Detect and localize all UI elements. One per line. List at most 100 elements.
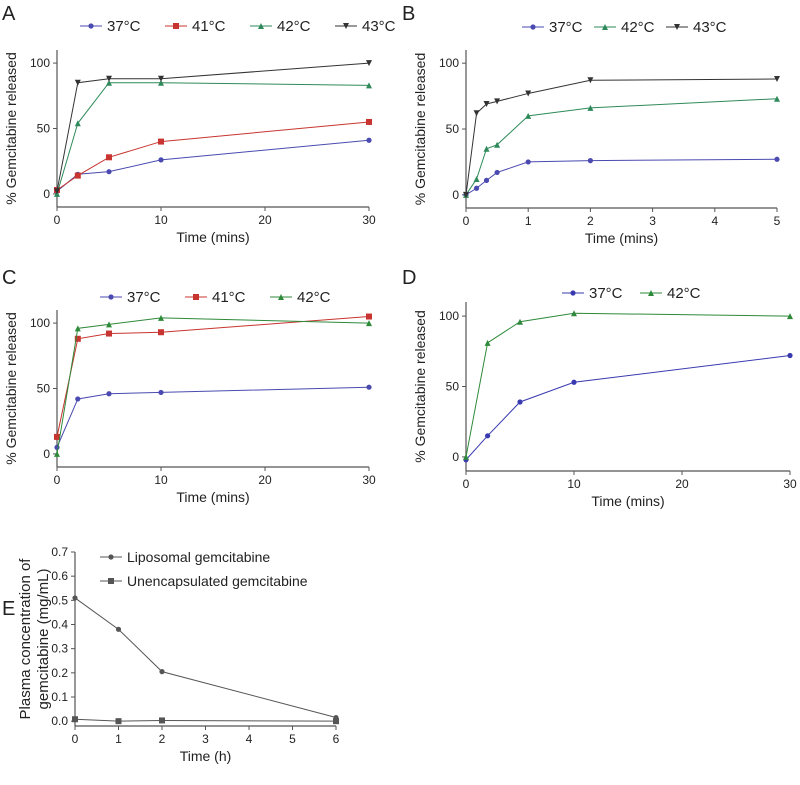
legend-marker xyxy=(674,24,680,30)
data-point xyxy=(483,177,490,183)
series-line xyxy=(465,355,791,461)
y-tick-label: 0.2 xyxy=(51,666,68,680)
x-tick-label: 4 xyxy=(711,214,718,228)
data-point xyxy=(106,321,112,328)
legend-marker xyxy=(278,294,284,300)
legend-label: 37°C xyxy=(127,289,161,306)
legend-item: Liposomal gemcitabine xyxy=(100,549,270,565)
data-point xyxy=(158,138,164,145)
y-tick-label: 50 xyxy=(446,122,460,136)
x-tick-label: 0 xyxy=(54,473,61,487)
y-tick-label: 50 xyxy=(37,382,51,396)
y-tick-label: 100 xyxy=(30,316,50,330)
x-tick-label: 0 xyxy=(72,732,79,746)
legend-label: Liposomal gemcitabine xyxy=(127,549,270,565)
series-3 xyxy=(54,60,372,195)
data-point xyxy=(525,112,532,119)
data-point xyxy=(366,60,372,67)
data-point xyxy=(158,75,164,82)
data-point xyxy=(485,433,491,439)
x-tick-label: 20 xyxy=(675,477,689,491)
data-point xyxy=(159,717,165,724)
panel-letter: A xyxy=(2,3,16,25)
series-1 xyxy=(54,313,372,440)
series-line xyxy=(56,139,370,192)
series-line xyxy=(465,78,778,195)
panel-letter: D xyxy=(402,267,416,289)
data-point xyxy=(72,595,78,601)
legend-marker xyxy=(193,294,199,300)
legend-marker xyxy=(343,23,349,29)
series-2 xyxy=(54,79,372,197)
x-axis-title: Time (mins) xyxy=(176,229,249,245)
data-point xyxy=(774,156,780,162)
y-tick-label: 0 xyxy=(452,450,459,464)
x-tick-label: 10 xyxy=(154,473,168,487)
x-tick-label: 0 xyxy=(463,477,470,491)
y-tick-label: 0.0 xyxy=(51,714,68,728)
series-2 xyxy=(463,75,780,198)
data-point xyxy=(525,90,532,97)
legend-marker xyxy=(530,24,536,30)
legend-marker xyxy=(108,294,114,300)
data-point xyxy=(366,384,372,390)
x-tick-label: 4 xyxy=(246,732,253,746)
data-point xyxy=(115,718,122,725)
y-tick-label: 100 xyxy=(30,56,50,70)
y-tick-label: 0 xyxy=(43,447,50,461)
data-point xyxy=(54,450,60,457)
data-point xyxy=(571,379,577,385)
y-axis-title: % Gemcitabine released xyxy=(412,53,428,206)
series-line xyxy=(465,98,778,196)
x-tick-label: 30 xyxy=(362,473,376,487)
data-point xyxy=(483,100,490,107)
series-1 xyxy=(54,118,372,193)
y-tick-label: 0.6 xyxy=(51,569,68,583)
series-line xyxy=(56,317,370,454)
data-point xyxy=(366,82,372,89)
data-point xyxy=(72,716,78,723)
series-line xyxy=(56,82,370,195)
legend-item: 42°C xyxy=(640,285,701,302)
data-point xyxy=(106,391,112,397)
legend-label: 43°C xyxy=(362,18,396,35)
data-point xyxy=(366,137,372,143)
data-point xyxy=(74,172,81,179)
series-line xyxy=(56,316,370,438)
data-point xyxy=(54,433,60,440)
data-point xyxy=(366,118,372,125)
series-2 xyxy=(54,314,372,457)
panel-e: E 0 1 2 3 4 5 6 0.0 0.1 0.2 0.3 0.4 0.5 0.6 0.7 Time (h)… xyxy=(2,545,340,764)
data-point xyxy=(494,98,501,105)
series-line xyxy=(56,121,370,191)
data-point xyxy=(159,669,165,675)
series-0 xyxy=(54,137,372,194)
legend-item: 37°C xyxy=(80,18,141,35)
legend-marker xyxy=(88,23,94,29)
data-point xyxy=(54,188,60,195)
y-axis-title: % Gemcitabine released xyxy=(3,52,19,205)
legend-item: 41°C xyxy=(185,289,246,306)
x-tick-label: 2 xyxy=(587,214,594,228)
data-point xyxy=(473,176,480,183)
data-point xyxy=(106,154,112,161)
y-tick-label: 50 xyxy=(446,380,460,394)
legend-item: 41°C xyxy=(165,18,226,35)
x-tick-label: 0 xyxy=(54,213,61,227)
data-point xyxy=(517,399,523,405)
legend-item: 37°C xyxy=(562,285,623,302)
legend-label: 41°C xyxy=(212,289,246,306)
legend-marker xyxy=(108,578,114,584)
y-tick-label: 50 xyxy=(37,122,51,136)
legend-label: 42°C xyxy=(297,289,331,306)
data-point xyxy=(525,159,531,165)
data-point xyxy=(787,352,793,359)
series-line xyxy=(465,312,791,458)
series-1 xyxy=(72,716,339,725)
y-tick-label: 0.1 xyxy=(51,690,68,704)
legend-item: 42°C xyxy=(250,18,311,35)
y-axis-title: % Gemcitabine released xyxy=(3,312,19,465)
y-tick-label: 0 xyxy=(452,188,459,202)
x-axis-title: Time (mins) xyxy=(585,230,658,246)
